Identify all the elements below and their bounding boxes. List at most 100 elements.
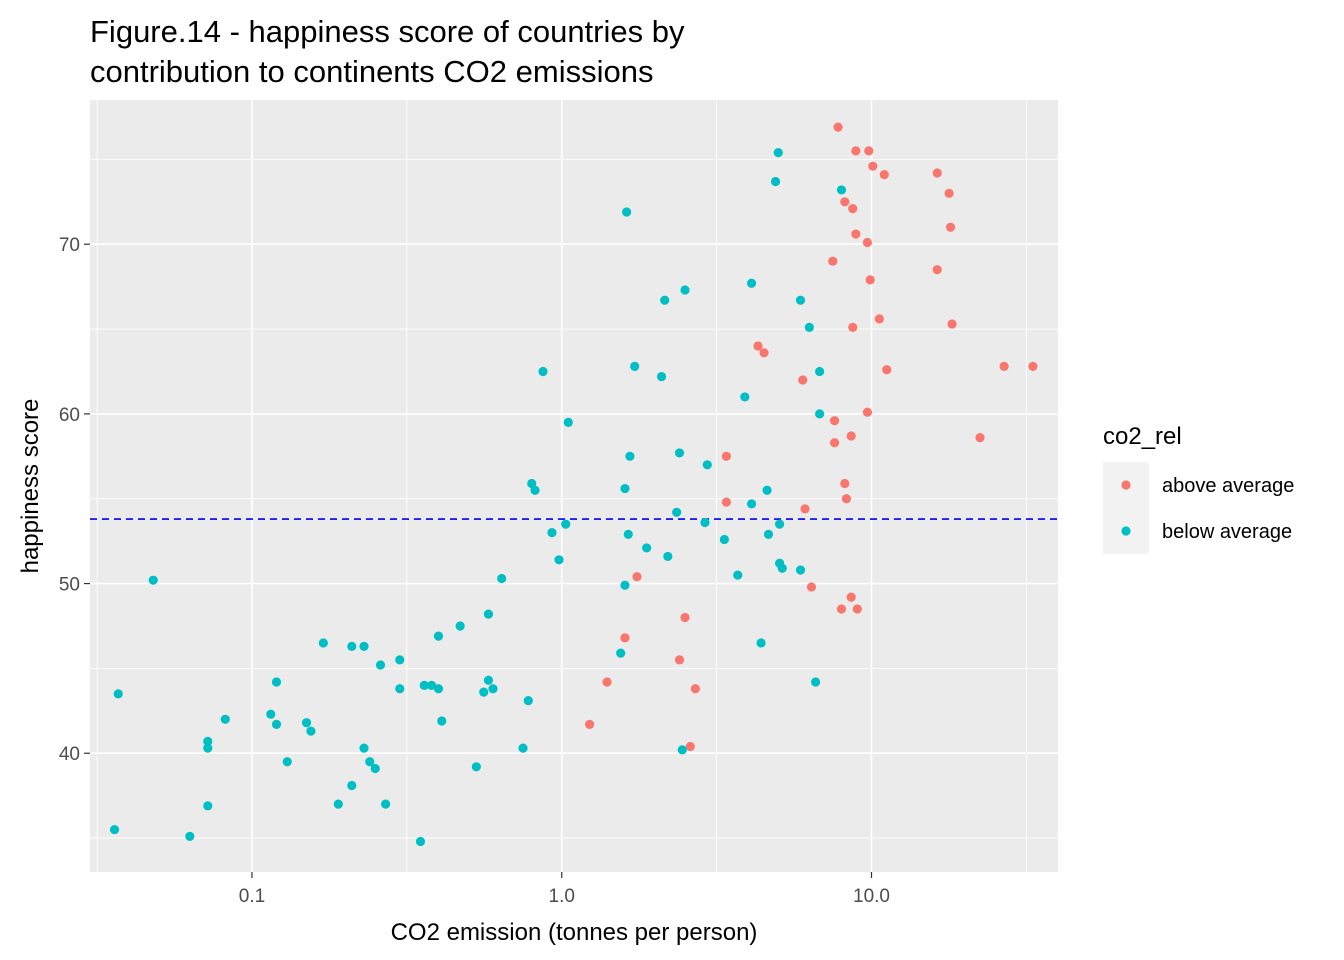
data-point xyxy=(740,392,750,402)
data-point xyxy=(874,314,884,324)
data-point xyxy=(932,265,942,275)
data-point xyxy=(656,371,667,382)
y-tick-label: 40 xyxy=(59,744,80,765)
data-point xyxy=(333,799,343,809)
data-point xyxy=(561,519,571,529)
data-point xyxy=(795,565,806,575)
data-point xyxy=(879,170,889,180)
y-tick-label: 60 xyxy=(59,405,80,426)
data-point xyxy=(359,743,369,753)
data-point xyxy=(848,322,858,332)
data-point xyxy=(833,122,843,132)
data-point xyxy=(433,631,444,641)
data-point xyxy=(395,684,405,694)
data-point xyxy=(375,660,386,670)
data-point xyxy=(840,478,850,489)
data-point xyxy=(795,295,806,305)
legend-title: co2_rel xyxy=(1103,423,1182,450)
chart-title: Figure.14 - happiness score of countries… xyxy=(90,12,990,92)
data-point xyxy=(380,799,391,809)
data-point xyxy=(554,555,564,565)
data-point xyxy=(840,197,850,207)
data-point xyxy=(746,499,757,509)
data-point xyxy=(674,655,685,665)
data-point xyxy=(538,366,548,377)
data-point xyxy=(632,572,642,582)
data-point xyxy=(625,451,635,461)
data-point xyxy=(975,433,985,443)
data-point xyxy=(616,648,626,658)
x-axis-title: CO2 emission (tonnes per person) xyxy=(391,919,758,946)
data-point xyxy=(547,528,557,538)
data-point xyxy=(523,696,533,706)
x-tick-label: 10.0 xyxy=(853,886,890,907)
data-point xyxy=(426,680,437,690)
data-point xyxy=(271,677,282,687)
data-point xyxy=(702,460,712,470)
data-point xyxy=(455,621,465,631)
data-point xyxy=(602,677,612,687)
data-point xyxy=(266,709,276,719)
data-point xyxy=(846,431,856,441)
data-point xyxy=(800,504,810,514)
data-point xyxy=(862,407,873,417)
data-point xyxy=(762,485,772,495)
data-point xyxy=(433,684,444,694)
data-point xyxy=(347,641,357,651)
data-point xyxy=(113,689,123,699)
data-point xyxy=(620,580,630,590)
data-point xyxy=(530,485,540,495)
data-point xyxy=(865,275,875,285)
y-tick-label: 70 xyxy=(59,235,80,256)
x-tick-label: 1.0 xyxy=(549,886,575,907)
data-point xyxy=(945,222,956,232)
data-point xyxy=(848,203,858,214)
data-point xyxy=(677,745,687,755)
y-tick-label: 50 xyxy=(59,575,80,596)
data-point xyxy=(841,494,852,504)
legend-entry-label: above average xyxy=(1162,475,1294,497)
data-point xyxy=(630,361,640,371)
data-point xyxy=(733,570,743,580)
data-point xyxy=(185,831,195,841)
legend-entry-label: below average xyxy=(1162,521,1292,543)
data-point xyxy=(518,743,528,753)
y-axis-title: happiness score xyxy=(17,399,44,574)
axes-layer: 40 50 60 70 0.1 1.0 10.0 CO2 emission (tonnes p… xyxy=(17,235,890,946)
data-point xyxy=(1028,361,1038,371)
data-point xyxy=(203,736,213,746)
data-point xyxy=(672,507,682,517)
data-point xyxy=(471,762,481,772)
plot-panel xyxy=(90,100,1058,872)
data-point xyxy=(663,551,673,562)
data-point xyxy=(852,604,862,614)
data-point xyxy=(759,348,769,358)
data-point xyxy=(806,582,817,592)
data-point xyxy=(798,375,808,385)
data-point xyxy=(395,655,405,665)
data-point xyxy=(365,757,375,767)
grid-layer xyxy=(90,100,1058,872)
data-point xyxy=(318,638,328,648)
data-point xyxy=(770,176,781,187)
data-point xyxy=(622,207,632,217)
data-point xyxy=(846,592,856,602)
data-point xyxy=(203,801,213,811)
data-point xyxy=(804,322,814,332)
data-point xyxy=(437,716,447,726)
data-point xyxy=(851,229,861,239)
data-point xyxy=(660,295,670,305)
data-point xyxy=(148,575,158,585)
series-above-average xyxy=(584,122,1038,752)
data-point xyxy=(719,534,729,545)
data-point xyxy=(868,161,878,171)
data-point xyxy=(864,146,874,156)
data-point xyxy=(563,417,573,427)
data-point xyxy=(203,743,213,753)
data-point xyxy=(306,726,316,736)
data-point xyxy=(932,168,942,178)
data-point xyxy=(763,529,774,539)
series-below-average xyxy=(109,147,847,847)
